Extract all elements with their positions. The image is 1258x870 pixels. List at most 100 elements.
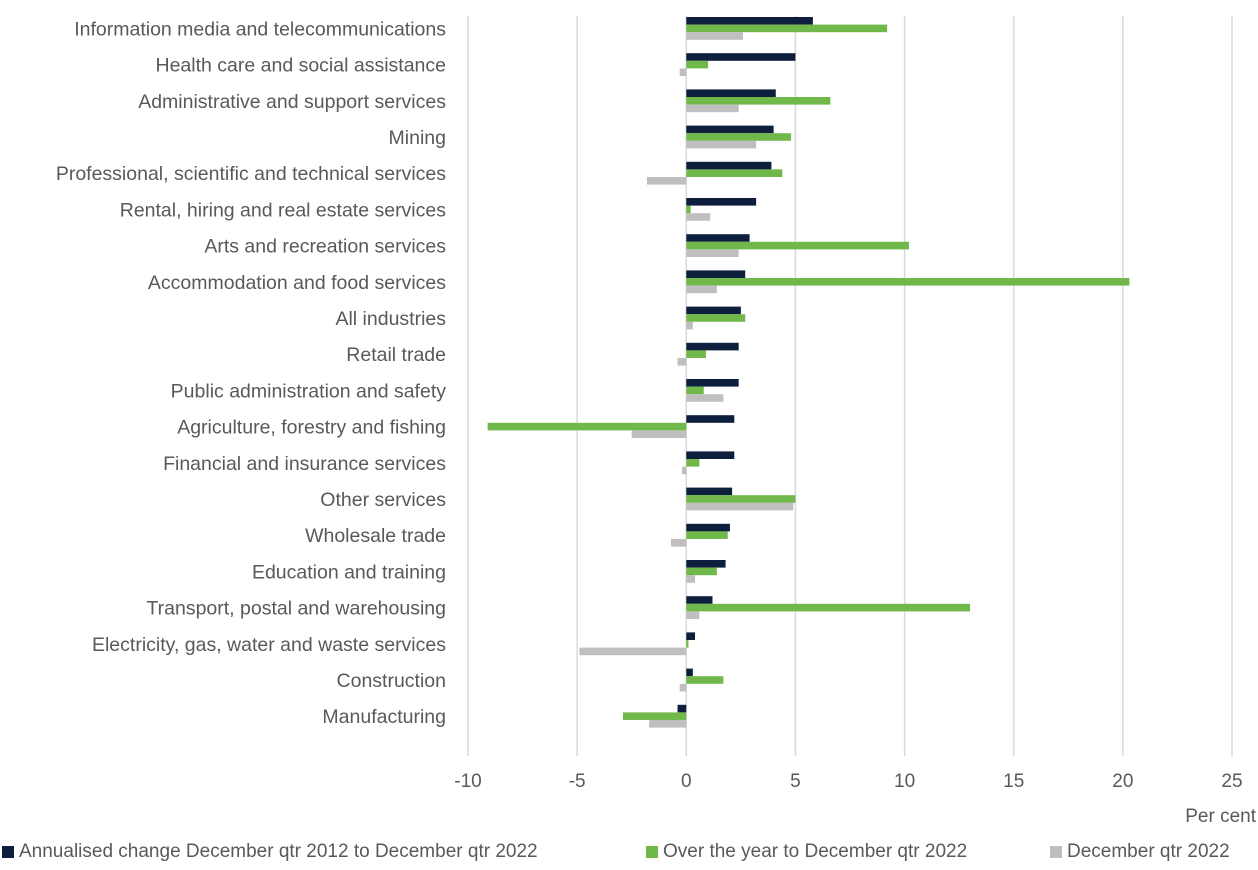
bar-series-1 (686, 306, 741, 315)
bar-series-2 (686, 314, 746, 322)
bar-series-1 (686, 560, 726, 568)
bar-series-3 (671, 539, 687, 547)
bar-series-3 (686, 213, 711, 221)
category-label: Administrative and support services (138, 91, 446, 113)
bar-series-3 (579, 647, 687, 656)
x-tick-label: 15 (1003, 771, 1024, 792)
category-label: Mining (389, 127, 446, 149)
bar-series-3 (686, 140, 757, 149)
bar-series-3 (679, 68, 687, 76)
legend-item-december-qtr: December qtr 2022 (1050, 841, 1230, 863)
category-label: Wholesale trade (305, 525, 446, 547)
legend-swatch (1050, 846, 1062, 858)
bar-series-2 (686, 241, 909, 250)
bar-series-3 (686, 394, 724, 402)
bar-series-2 (686, 531, 728, 539)
bar-series-3 (686, 32, 744, 40)
bar-series-2 (686, 676, 724, 684)
bar-series-1 (686, 198, 757, 206)
bars (487, 17, 1130, 728)
category-label: Professional, scientific and technical s… (56, 163, 446, 185)
bar-series-1 (686, 17, 813, 25)
bar-series-3 (686, 502, 794, 511)
bar-series-2 (622, 712, 687, 720)
x-tick-label: -5 (569, 771, 586, 792)
bar-series-3 (679, 683, 687, 692)
bar-series-3 (686, 611, 700, 619)
category-label: Public administration and safety (171, 380, 447, 402)
bar-series-1 (686, 379, 739, 387)
bar-series-2 (686, 603, 971, 612)
category-labels: Information media and telecommunications… (56, 18, 446, 728)
bar-series-2 (686, 169, 783, 177)
category-label: Financial and insurance services (163, 453, 446, 475)
category-label: Arts and recreation services (204, 236, 446, 258)
bar-series-1 (686, 668, 693, 677)
bar-series-1 (686, 89, 776, 97)
gridlines (467, 16, 1233, 756)
category-label: Retail trade (346, 344, 446, 366)
category-label: Manufacturing (322, 706, 446, 728)
category-label: Information media and telecommunications (74, 18, 446, 40)
bar-series-1 (686, 125, 774, 134)
category-label: Education and training (252, 561, 446, 583)
bar-series-2 (686, 640, 689, 648)
x-tick-label: 0 (681, 771, 692, 792)
category-label: Transport, postal and warehousing (146, 598, 446, 620)
bar-series-1 (686, 342, 739, 351)
legend-label: December qtr 2022 (1067, 841, 1230, 862)
bar-series-2 (686, 278, 1130, 286)
bar-series-3 (649, 720, 687, 728)
bar-series-1 (677, 704, 687, 713)
bar-series-2 (686, 567, 717, 576)
bar-series-2 (686, 350, 706, 358)
category-label: Construction (337, 670, 446, 692)
bar-series-1 (686, 53, 796, 61)
bar-series-3 (681, 466, 687, 475)
legend-label: Over the year to December qtr 2022 (663, 841, 968, 862)
x-tick-label: 5 (790, 771, 801, 792)
category-label: Other services (320, 489, 446, 511)
x-tick-labels: -10 -5 0 5 10 15 20 25 (454, 771, 1242, 792)
legend-swatch (646, 846, 658, 858)
legend-swatch (2, 846, 14, 858)
category-label: Rental, hiring and real estate services (120, 199, 447, 221)
x-tick-label: 20 (1112, 771, 1133, 792)
bar-series-3 (686, 285, 717, 294)
category-label: Accommodation and food services (148, 272, 446, 294)
bar-series-1 (686, 523, 730, 532)
bar-series-1 (686, 161, 772, 170)
legend-label: Annualised change December qtr 2012 to D… (19, 841, 538, 862)
bar-series-2 (686, 24, 888, 33)
bar-series-2 (686, 459, 700, 467)
x-tick-label: 10 (894, 771, 915, 792)
category-label: Electricity, gas, water and waste servic… (92, 634, 446, 656)
bar-series-2 (686, 133, 792, 141)
bar-series-1 (686, 487, 733, 496)
bar-series-1 (686, 596, 713, 604)
bar-series-3 (686, 249, 739, 257)
bar-series-2 (686, 495, 796, 503)
bar-series-3 (646, 177, 687, 185)
bar-series-2 (686, 60, 709, 69)
x-tick-label: 25 (1221, 771, 1242, 792)
bar-series-1 (686, 415, 735, 423)
bar-series-2 (686, 386, 704, 395)
bar-series-3 (686, 575, 696, 583)
bar-series-1 (686, 234, 750, 242)
bar-series-3 (686, 321, 693, 330)
category-label: All industries (335, 308, 446, 330)
x-tick-label: -10 (454, 771, 481, 792)
bar-series-3 (631, 430, 687, 438)
legend-item-annualised: Annualised change December qtr 2012 to D… (2, 841, 538, 863)
category-label: Agriculture, forestry and fishing (177, 417, 446, 439)
bar-series-1 (686, 270, 746, 278)
bar-series-2 (686, 97, 831, 105)
x-axis-title: Per cent (1185, 806, 1256, 827)
bar-series-2 (487, 422, 687, 431)
legend-item-over-the-year: Over the year to December qtr 2022 (646, 841, 967, 863)
category-label: Health care and social assistance (156, 55, 447, 77)
bar-series-3 (686, 104, 739, 113)
